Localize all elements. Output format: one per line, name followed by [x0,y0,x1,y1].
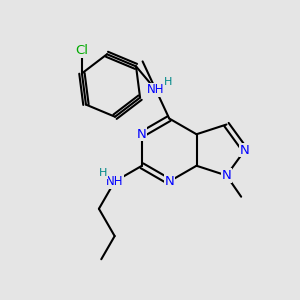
Text: NH: NH [106,175,123,188]
Text: N: N [240,143,250,157]
Text: N: N [164,175,174,188]
Text: N: N [222,169,231,182]
Text: Cl: Cl [75,44,88,57]
Text: H: H [164,77,173,88]
Text: NH: NH [147,83,165,97]
Text: H: H [99,168,107,178]
Text: N: N [137,128,147,141]
